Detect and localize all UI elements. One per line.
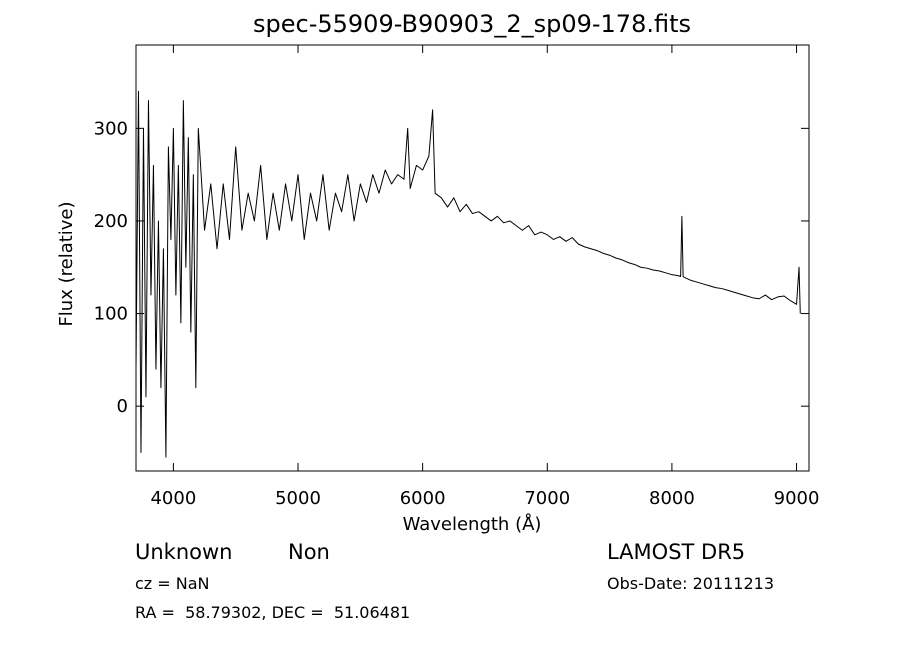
survey-name: LAMOST DR5 bbox=[607, 540, 746, 564]
chart-title: spec-55909-B90903_2_sp09-178.fits bbox=[253, 10, 691, 38]
ra-dec-coordinates: RA = 58.79302, DEC = 51.06481 bbox=[135, 603, 411, 622]
y-tick-label: 300 bbox=[94, 118, 128, 139]
x-tick-label: 7000 bbox=[524, 488, 570, 509]
object-class: Unknown bbox=[135, 540, 233, 564]
y-tick-label: 0 bbox=[117, 396, 128, 417]
y-tick-label: 200 bbox=[94, 211, 128, 232]
plot-frame bbox=[135, 44, 810, 472]
x-tick-label: 9000 bbox=[774, 488, 820, 509]
object-subclass: Non bbox=[288, 540, 330, 564]
x-tick-label: 6000 bbox=[400, 488, 446, 509]
y-tick-label: 100 bbox=[94, 304, 128, 325]
y-axis-label: Flux (relative) bbox=[56, 201, 77, 326]
x-axis: 4000 5000 6000 7000 8000 9000 bbox=[150, 45, 819, 509]
y-axis: 0 100 200 300 bbox=[94, 118, 809, 417]
x-axis-label: Wavelength (Å) bbox=[403, 513, 542, 535]
x-tick-label: 8000 bbox=[649, 488, 695, 509]
redshift-cz: cz = NaN bbox=[135, 574, 210, 593]
spectrum-line bbox=[135, 90, 801, 458]
observation-date: Obs-Date: 20111213 bbox=[607, 574, 775, 593]
x-tick-label: 4000 bbox=[150, 488, 196, 509]
x-tick-label: 5000 bbox=[275, 488, 321, 509]
